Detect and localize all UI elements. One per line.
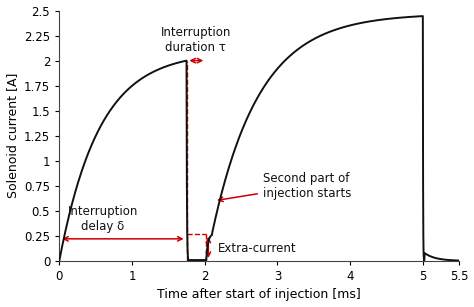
Y-axis label: Solenoid current [A]: Solenoid current [A] (6, 73, 18, 198)
Text: Interruption
duration τ: Interruption duration τ (160, 25, 231, 54)
X-axis label: Time after start of injection [ms]: Time after start of injection [ms] (157, 289, 361, 301)
Text: Extra-current: Extra-current (218, 242, 296, 255)
Text: Second part of
injection starts: Second part of injection starts (219, 172, 351, 202)
Text: Interruption
delay δ: Interruption delay δ (68, 205, 138, 233)
